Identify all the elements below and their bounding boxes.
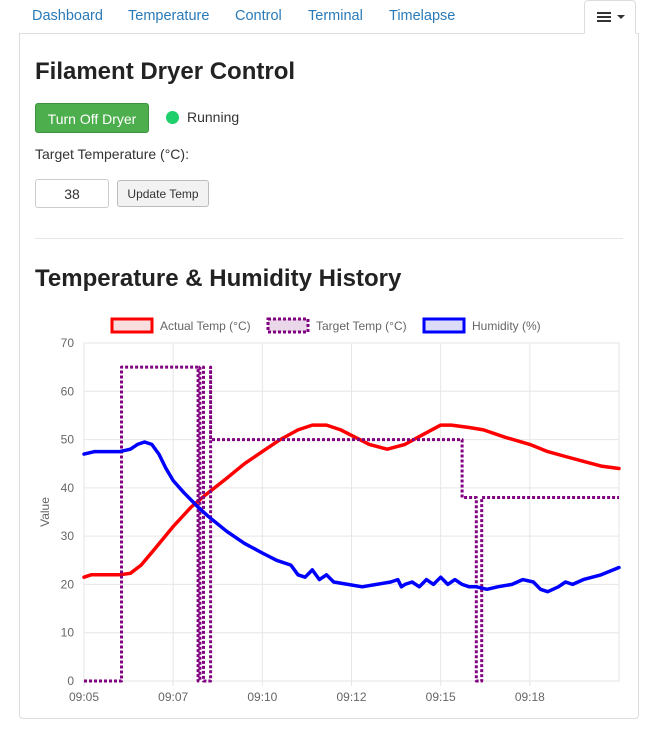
legend-swatch-0	[110, 317, 154, 334]
y-tick-label: 50	[61, 433, 75, 447]
x-tick-label: 09:15	[426, 690, 456, 704]
y-axis-label: Value	[38, 497, 52, 527]
y-tick-label: 40	[61, 481, 75, 495]
status-text: Running	[187, 109, 240, 125]
tab-timelapse[interactable]: Timelapse	[389, 8, 456, 24]
target-temperature-label: Target Temperature (°C):	[35, 146, 189, 162]
y-tick-label: 70	[61, 336, 75, 350]
x-tick-label: 09:05	[69, 690, 99, 704]
y-tick-label: 20	[61, 577, 75, 591]
status-indicator-icon	[166, 111, 179, 124]
series-line-1	[84, 365, 619, 683]
caret-down-icon	[617, 15, 625, 19]
y-tick-label: 0	[67, 674, 74, 688]
x-tick-label: 09:07	[158, 690, 188, 704]
legend-label-0: Actual Temp (°C)	[160, 319, 251, 333]
tab-dashboard[interactable]: Dashboard	[32, 8, 103, 24]
series-line-2	[82, 440, 621, 594]
legend-label-2: Humidity (%)	[472, 319, 541, 333]
y-tick-label: 60	[61, 384, 75, 398]
turn-off-dryer-button[interactable]: Turn Off Dryer	[35, 103, 149, 133]
legend-swatch-2	[422, 317, 466, 334]
legend-swatch-1	[266, 317, 310, 334]
x-tick-label: 09:18	[515, 690, 545, 704]
update-temp-button[interactable]: Update Temp	[117, 180, 209, 207]
hamburger-menu-icon	[597, 12, 611, 22]
tab-temperature[interactable]: Temperature	[128, 8, 210, 24]
nav-menu-dropdown[interactable]	[584, 0, 636, 34]
y-tick-label: 30	[61, 529, 75, 543]
y-tick-label: 10	[61, 626, 75, 640]
page-title: Filament Dryer Control	[35, 58, 296, 85]
history-title: Temperature & Humidity History	[35, 265, 402, 292]
legend-label-1: Target Temp (°C)	[316, 319, 407, 333]
target-temperature-input[interactable]	[35, 179, 109, 208]
series-line-0	[82, 423, 621, 579]
top-nav: Dashboard Temperature Control Terminal T…	[0, 0, 661, 34]
x-tick-label: 09:12	[336, 690, 366, 704]
section-divider	[35, 238, 623, 239]
x-tick-label: 09:10	[247, 690, 277, 704]
tab-control[interactable]: Control	[235, 8, 282, 24]
tab-terminal[interactable]: Terminal	[308, 8, 363, 24]
